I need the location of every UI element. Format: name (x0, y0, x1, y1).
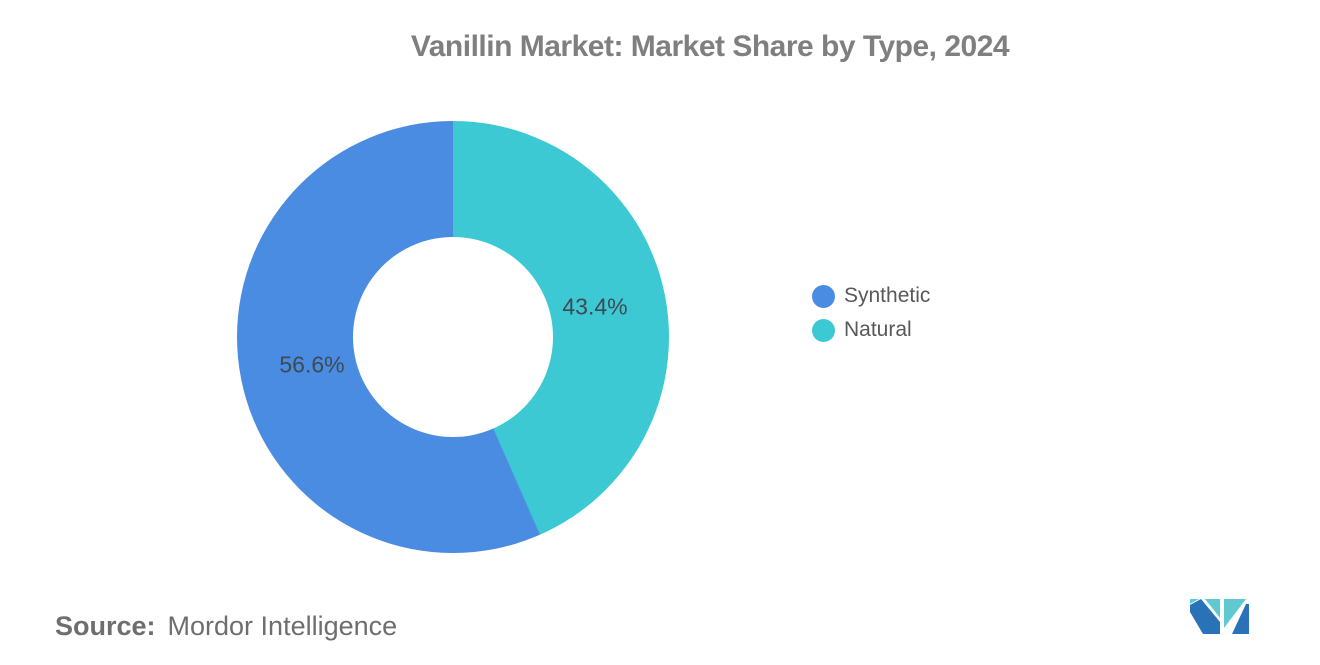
donut-hole (353, 237, 553, 437)
donut-chart-area: 56.6% 43.4% (237, 121, 669, 553)
legend-swatch-natural-icon (812, 318, 835, 342)
source-prefix: Source: (55, 611, 156, 641)
slice-label-synthetic: 56.6% (279, 351, 345, 378)
slice-label-natural: 43.4% (562, 293, 628, 320)
legend-swatch-synthetic-icon (812, 284, 835, 308)
legend-item-natural: Natural (812, 318, 930, 342)
legend-label-natural: Natural (844, 318, 912, 341)
chart-legend: Synthetic Natural (812, 284, 930, 342)
mordor-intelligence-logo (1190, 599, 1249, 643)
legend-label-synthetic: Synthetic (844, 284, 931, 307)
chart-title: Vanillin Market: Market Share by Type, 2… (410, 30, 1010, 63)
legend-item-synthetic: Synthetic (812, 284, 930, 308)
source-line: Source: Mordor Intelligence (55, 611, 397, 642)
source-text: Mordor Intelligence (167, 611, 398, 641)
mordor-intelligence-logo-icon (1190, 599, 1249, 634)
